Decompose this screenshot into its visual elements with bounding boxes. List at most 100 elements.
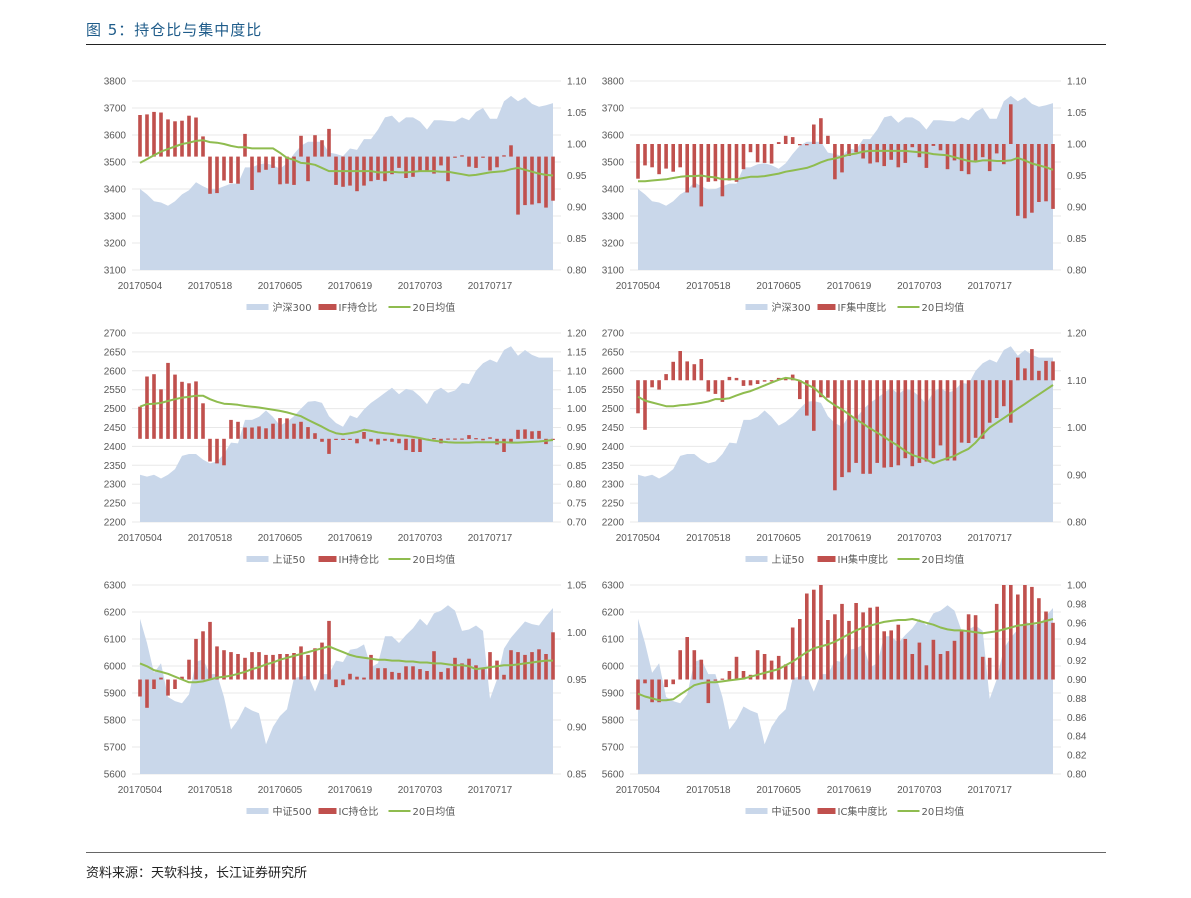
ratio-bar [917,642,922,680]
ratio-bar [481,438,485,441]
ratio-bar [292,423,296,439]
ratio-bar [404,666,408,680]
ratio-bar [734,144,739,182]
ratio-bar [537,430,541,439]
legend-area-swatch [745,556,768,562]
figure-title: 图 5：持仓比与集中度比 [86,21,263,39]
ratio-bar [713,144,718,182]
ratio-bar [1009,104,1013,144]
ratio-bar [229,652,233,680]
ratio-bar [502,438,506,452]
ratio-bar [959,144,964,172]
legend-label-index: 沪深300 [772,301,811,314]
legend-bar-swatch [318,304,337,310]
left-axis-tick-label: 2400 [602,442,625,453]
ratio-bar [362,677,366,680]
ratio-bar [390,438,394,442]
right-axis-tick-label: 0.95 [567,423,587,434]
ratio-bar [938,144,943,151]
ratio-bar [180,381,184,439]
ratio-bar [271,156,275,168]
ratio-bar [994,380,999,418]
left-axis-tick-label: 2300 [602,480,625,491]
ratio-bar [1023,144,1027,219]
ratio-bar [1044,360,1048,381]
right-axis-tick-label: 0.70 [567,518,587,529]
ratio-bar [755,380,760,384]
left-axis-tick-label: 6100 [104,635,127,646]
legend-label-index: 上证50 [772,554,805,566]
ratio-bar [397,438,401,444]
ratio-bar [840,603,844,680]
ratio-bar [636,144,640,179]
legend-area-swatch [246,556,269,562]
legend-label-index: 中证500 [772,805,811,818]
ratio-bar [966,144,971,175]
chart-panel-2: 3800 3700 3600 3500 3400 3300 3200 3100 1.10 1.05… [602,77,1087,315]
ratio-bar [488,156,492,171]
ratio-bar [320,438,324,442]
ratio-bar [537,156,541,204]
ratio-bar [798,380,802,400]
x-axis-tick-label: 20170605 [756,533,801,544]
ratio-bar [145,376,149,439]
ratio-bar [952,640,957,680]
left-axis-tick-label: 2350 [104,461,127,472]
ratio-bar [987,380,992,423]
right-axis-tick-label: 0.85 [567,461,587,472]
legend-label-ma: 20日均值 [413,301,456,314]
ratio-bar [243,657,247,680]
ratio-bar [383,156,387,182]
ratio-bar [889,380,893,468]
ratio-bar [875,380,879,463]
ratio-bar [222,438,226,466]
ratio-bar [264,156,268,170]
ratio-bar [826,620,830,680]
ratio-bar [509,145,513,157]
ratio-bar [432,438,436,440]
ratio-bar [692,144,697,188]
ratio-bar [250,652,254,680]
ratio-bar [383,438,387,441]
ratio-bar [776,142,781,144]
ratio-bar [523,429,527,439]
ratio-bar [180,676,184,680]
ratio-bar [257,156,261,173]
ratio-bar [159,677,163,680]
ratio-bar [1002,144,1006,165]
ratio-bar [819,118,823,144]
ratio-bar [868,380,872,474]
ratio-bar [453,657,457,680]
ratio-bar [657,679,661,703]
ratio-bar [1002,585,1006,680]
right-axis-tick-label: 0.80 [567,480,587,491]
left-axis-tick-label: 3600 [602,131,625,142]
ratio-bar [840,144,844,173]
ratio-bar [840,380,844,478]
ratio-bar [664,144,668,169]
chart-panel-1: 3800 3700 3600 3500 3400 3300 3200 3100 1.10 1.05… [104,77,587,315]
ratio-bar [271,654,275,680]
right-axis-tick-label: 0.85 [1067,234,1087,245]
right-axis-tick-label: 1.00 [1067,581,1087,592]
x-axis-tick-label: 20170605 [258,281,303,292]
ratio-bar [783,377,788,381]
ratio-bar [530,431,534,439]
ratio-bar [776,655,781,680]
legend-label-index: 沪深300 [273,301,312,314]
ratio-bar [516,429,520,439]
ratio-bar [945,380,950,461]
ratio-bar [657,380,661,390]
ratio-bar [306,427,310,439]
ratio-bar [678,351,682,381]
ratio-bar [1037,598,1041,680]
ratio-bar [306,156,310,182]
left-axis-tick-label: 5800 [104,716,127,727]
ratio-bar [208,621,212,680]
ratio-bar [313,135,317,157]
ratio-bar [685,361,689,381]
x-axis-tick-label: 20170518 [188,281,233,292]
x-axis-tick-label: 20170619 [328,281,373,292]
ratio-bar [671,144,675,172]
ratio-bar [523,156,527,206]
